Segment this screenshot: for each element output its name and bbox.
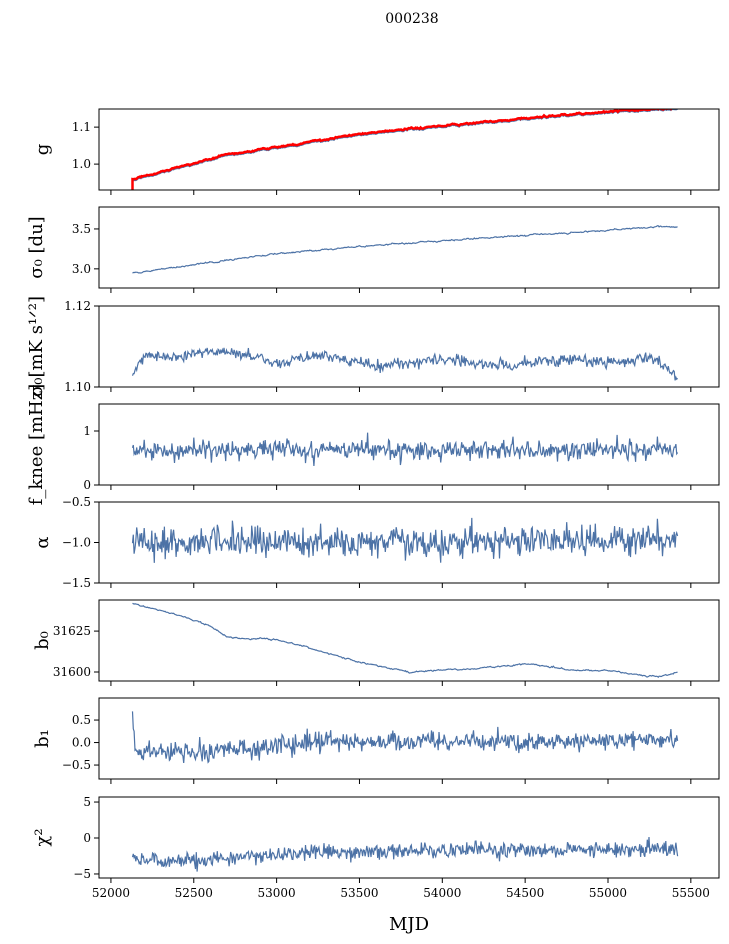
y-tick-label: 0 <box>83 831 91 845</box>
x-tick-label: 55000 <box>589 886 627 900</box>
series-line <box>131 347 679 381</box>
axes-frame <box>98 403 720 486</box>
y-tick-label: 0 <box>83 478 91 492</box>
panel-2: 3.0 3.5 σ₀ [du] <box>26 206 720 293</box>
series-line <box>131 517 679 563</box>
overlay-line <box>131 109 678 190</box>
series-line <box>131 432 679 467</box>
x-tick-label: 53500 <box>340 886 378 900</box>
y-tick-label: −0.5 <box>62 495 91 509</box>
series-line <box>131 836 679 872</box>
y-tick-label: 0.5 <box>72 713 91 727</box>
panel-3: 1.10 1.12 σ₀[mK s¹ᐟ²] <box>26 296 720 397</box>
panel-7: −0.5 0.0 0.5 b₁ <box>32 697 720 784</box>
y-tick-label: −5 <box>73 867 91 881</box>
axes-frame <box>98 305 720 388</box>
y-tick-label: 31625 <box>53 624 91 638</box>
x-tick-label: 53000 <box>258 886 296 900</box>
panel-1: 1.0 1.1 g <box>32 108 720 195</box>
y-axis-label: g <box>32 144 53 156</box>
y-tick-label: 5 <box>83 795 91 809</box>
y-tick-label: 1.1 <box>72 120 91 134</box>
y-tick-label: 3.0 <box>72 262 91 276</box>
panel-8: 52000 52500 53000 53500 54000 54500 55000 55500… <box>32 795 720 900</box>
y-axis-label: b₀ <box>32 631 53 650</box>
y-axis-label: σ₀ [du] <box>26 216 47 278</box>
y-tick-label: 1.10 <box>64 380 91 394</box>
axes-frame <box>98 599 720 682</box>
panel-4: 0 1 f_knee [mHz] <box>26 384 720 505</box>
y-tick-label: 3.5 <box>72 222 91 236</box>
x-tick-label: 54500 <box>506 886 544 900</box>
y-tick-label: 1.12 <box>64 299 91 313</box>
axes-frame <box>98 796 720 879</box>
x-axis-label: MJD <box>389 914 429 935</box>
panel-5: −1.5 −1.0 −0.5 α <box>32 495 720 590</box>
chart-title: 000238 <box>385 11 438 27</box>
y-axis-label: f_knee [mHz] <box>26 384 47 505</box>
x-tick-label: 55500 <box>672 886 710 900</box>
y-tick-label: −0.5 <box>62 758 91 772</box>
y-axis-label: b₁ <box>32 729 53 748</box>
y-axis-label: χ² <box>32 828 53 846</box>
y-tick-label: 31600 <box>53 665 91 679</box>
x-tick-label: 54000 <box>423 886 461 900</box>
y-tick-label: −1.0 <box>62 536 91 550</box>
series-line <box>132 602 678 679</box>
y-tick-label: −1.5 <box>62 576 91 590</box>
y-tick-label: 0.0 <box>72 736 91 750</box>
y-tick-label: 1 <box>83 424 91 438</box>
y-axis-label: α <box>32 536 53 548</box>
x-tick-label: 52000 <box>92 886 130 900</box>
y-tick-label: 1.0 <box>72 157 91 171</box>
series-line <box>131 711 679 764</box>
x-tick-label: 52500 <box>175 886 213 900</box>
axes-frame <box>98 206 720 289</box>
series-line <box>132 225 678 274</box>
y-axis-label: σ₀[mK s¹ᐟ²] <box>26 296 47 397</box>
series-line <box>132 109 678 182</box>
axes-frame <box>98 697 720 780</box>
axes-frame <box>98 108 720 191</box>
